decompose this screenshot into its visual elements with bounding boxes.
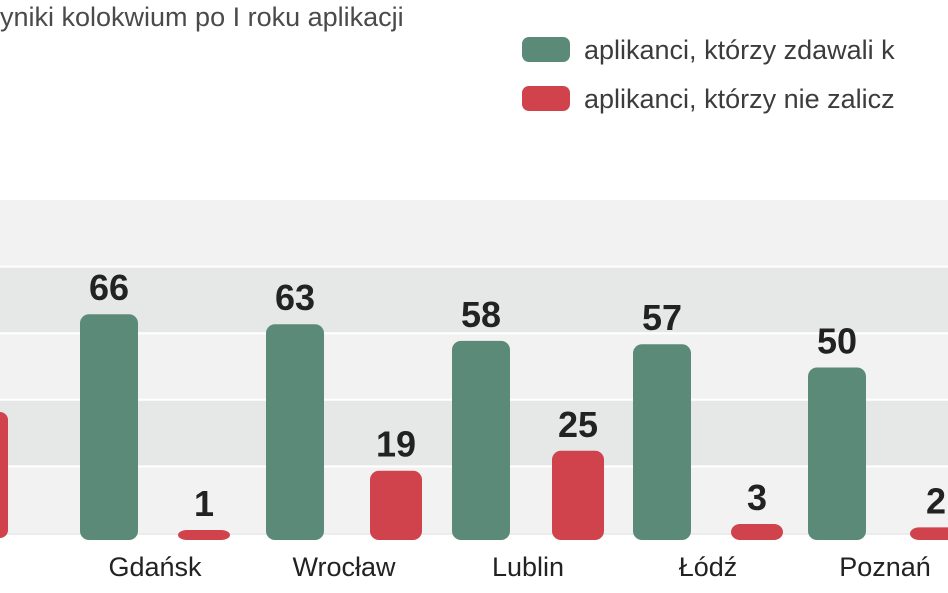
legend: aplikanci, którzy zdawali k aplikanci, k… xyxy=(522,35,895,114)
bar-series-1 xyxy=(266,324,324,540)
partial-bar xyxy=(0,412,8,538)
chart-subtitle: yniki kolokwium po I roku aplikacji xyxy=(0,2,404,32)
value-label-series-2: 25 xyxy=(558,404,598,445)
value-label-series-2: 19 xyxy=(376,424,416,465)
legend-label-series-1: aplikanci, którzy zdawali k xyxy=(584,35,895,65)
bar-series-1 xyxy=(808,367,866,540)
value-label-series-2: 2 xyxy=(926,480,946,521)
category-labels: Gdańsk Wrocław Lublin Łódź Poznań xyxy=(108,552,930,582)
category-label: Wrocław xyxy=(292,552,396,582)
value-label-series-1: 66 xyxy=(89,267,129,308)
bar-series-2 xyxy=(731,524,783,540)
value-labels: 66 1 63 19 58 25 57 3 50 2 xyxy=(89,267,946,524)
legend-swatch-series-1 xyxy=(522,37,570,62)
value-label-series-1: 58 xyxy=(461,294,501,335)
category-label: Poznań xyxy=(839,552,931,582)
value-label-series-2: 3 xyxy=(747,477,767,518)
grid-band xyxy=(0,200,948,267)
bar-series-1 xyxy=(80,314,138,540)
bar-series-2 xyxy=(910,527,948,540)
bar-series-2 xyxy=(178,530,230,540)
value-label-series-1: 57 xyxy=(642,297,682,338)
category-label: Lublin xyxy=(492,552,564,582)
category-label: Gdańsk xyxy=(108,552,202,582)
bar-series-1 xyxy=(452,340,510,540)
bar-series-2 xyxy=(370,470,422,540)
value-label-series-2: 1 xyxy=(194,483,214,524)
grid-band xyxy=(0,266,948,334)
value-label-series-1: 50 xyxy=(817,321,857,362)
bar-series-1 xyxy=(633,344,691,540)
legend-label-series-2: aplikanci, którzy nie zalicz xyxy=(584,84,895,114)
bars xyxy=(80,314,948,540)
value-label-series-1: 63 xyxy=(275,277,315,318)
partial-bar-cut-off-left xyxy=(0,412,8,538)
bar-series-2 xyxy=(552,450,604,540)
category-label: Łódź xyxy=(679,552,738,582)
legend-swatch-series-2 xyxy=(522,86,570,111)
